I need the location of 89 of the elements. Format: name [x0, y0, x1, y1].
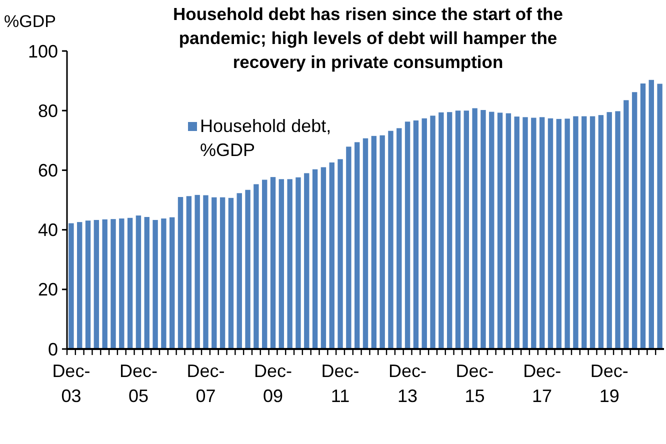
bar: [472, 108, 478, 349]
bar: [522, 117, 528, 349]
bar: [362, 138, 368, 349]
bar: [564, 118, 570, 349]
bar: [354, 142, 360, 349]
bar: [455, 110, 461, 349]
y-tick-label: 40: [38, 220, 58, 240]
bar: [119, 218, 124, 349]
y-tick-label: 20: [38, 280, 58, 300]
bar: [446, 112, 452, 349]
bar: [346, 146, 352, 349]
bar: [85, 220, 91, 349]
bar: [606, 112, 612, 349]
bar: [236, 193, 242, 349]
bar: [590, 116, 596, 349]
bar: [304, 173, 310, 349]
bar: [396, 128, 402, 349]
bar: [338, 159, 343, 349]
bar: [438, 112, 444, 349]
bar: [514, 116, 520, 349]
bar: [110, 219, 116, 349]
bar: [598, 115, 604, 349]
bar: [178, 197, 184, 349]
bar: [144, 216, 150, 349]
x-tick-label: Dec-07: [186, 361, 225, 406]
x-tick-label: Dec-03: [52, 361, 90, 406]
bar: [413, 120, 419, 349]
x-tick-label: Dec-17: [523, 361, 562, 406]
bar: [548, 118, 554, 349]
bar: [582, 116, 587, 349]
bar: [94, 220, 100, 349]
bar: [161, 218, 166, 349]
bar: [152, 220, 158, 349]
bar: [648, 80, 654, 349]
bar: [640, 83, 646, 349]
bar: [615, 111, 620, 349]
bar: [464, 110, 469, 349]
y-tick-label: 0: [48, 339, 58, 360]
y-tick-label: 80: [38, 100, 58, 121]
bar: [480, 110, 486, 349]
bar: [102, 219, 108, 349]
bar: [404, 122, 410, 349]
legend-label: Household debt, %GDP: [200, 116, 332, 160]
y-axis-title: %GDP: [4, 12, 56, 31]
bar: [68, 223, 74, 349]
y-tick-label: 60: [38, 160, 58, 180]
bar: [136, 215, 142, 349]
chart-title: Household debt has risen since the start of the pandemic; high levels of debt will hamper the recovery in private consumption: [173, 4, 564, 72]
bar: [388, 130, 394, 349]
bar: [212, 197, 217, 349]
bar: [127, 218, 133, 349]
bar: [531, 118, 536, 349]
bar: [203, 195, 208, 349]
bar: [539, 117, 545, 349]
bar: [371, 136, 377, 349]
bar: [194, 194, 200, 349]
bar: [506, 113, 512, 349]
x-tick-label: Dec-19: [590, 361, 628, 406]
bar: [170, 217, 175, 349]
bar: [245, 190, 250, 349]
bar: [657, 84, 662, 349]
bar: [329, 162, 334, 349]
bar: [287, 179, 292, 349]
y-tick-label: 100: [28, 41, 58, 62]
bar: [380, 135, 385, 349]
bar: [278, 179, 284, 349]
bar: [270, 177, 276, 349]
bar: [312, 169, 318, 349]
x-tick-label: Dec-09: [254, 361, 292, 406]
x-tick-label: Dec-13: [388, 361, 427, 406]
bar: [77, 222, 82, 349]
bar: [624, 100, 629, 349]
bar: [497, 112, 503, 349]
bar: [430, 116, 436, 349]
bar: [228, 198, 234, 349]
x-tick-label: Dec-15: [456, 361, 494, 406]
bar: [556, 118, 562, 349]
bar: [262, 180, 268, 349]
bar: [320, 167, 326, 349]
bar: [489, 112, 494, 349]
bar: [186, 196, 192, 349]
bar: [422, 118, 427, 349]
bar: [573, 116, 578, 349]
bar: [220, 197, 226, 349]
bar: [296, 177, 301, 349]
bar: [632, 92, 638, 349]
bar: [254, 184, 259, 349]
x-tick-label: Dec-11: [321, 361, 360, 406]
x-tick-label: Dec-05: [119, 361, 158, 406]
